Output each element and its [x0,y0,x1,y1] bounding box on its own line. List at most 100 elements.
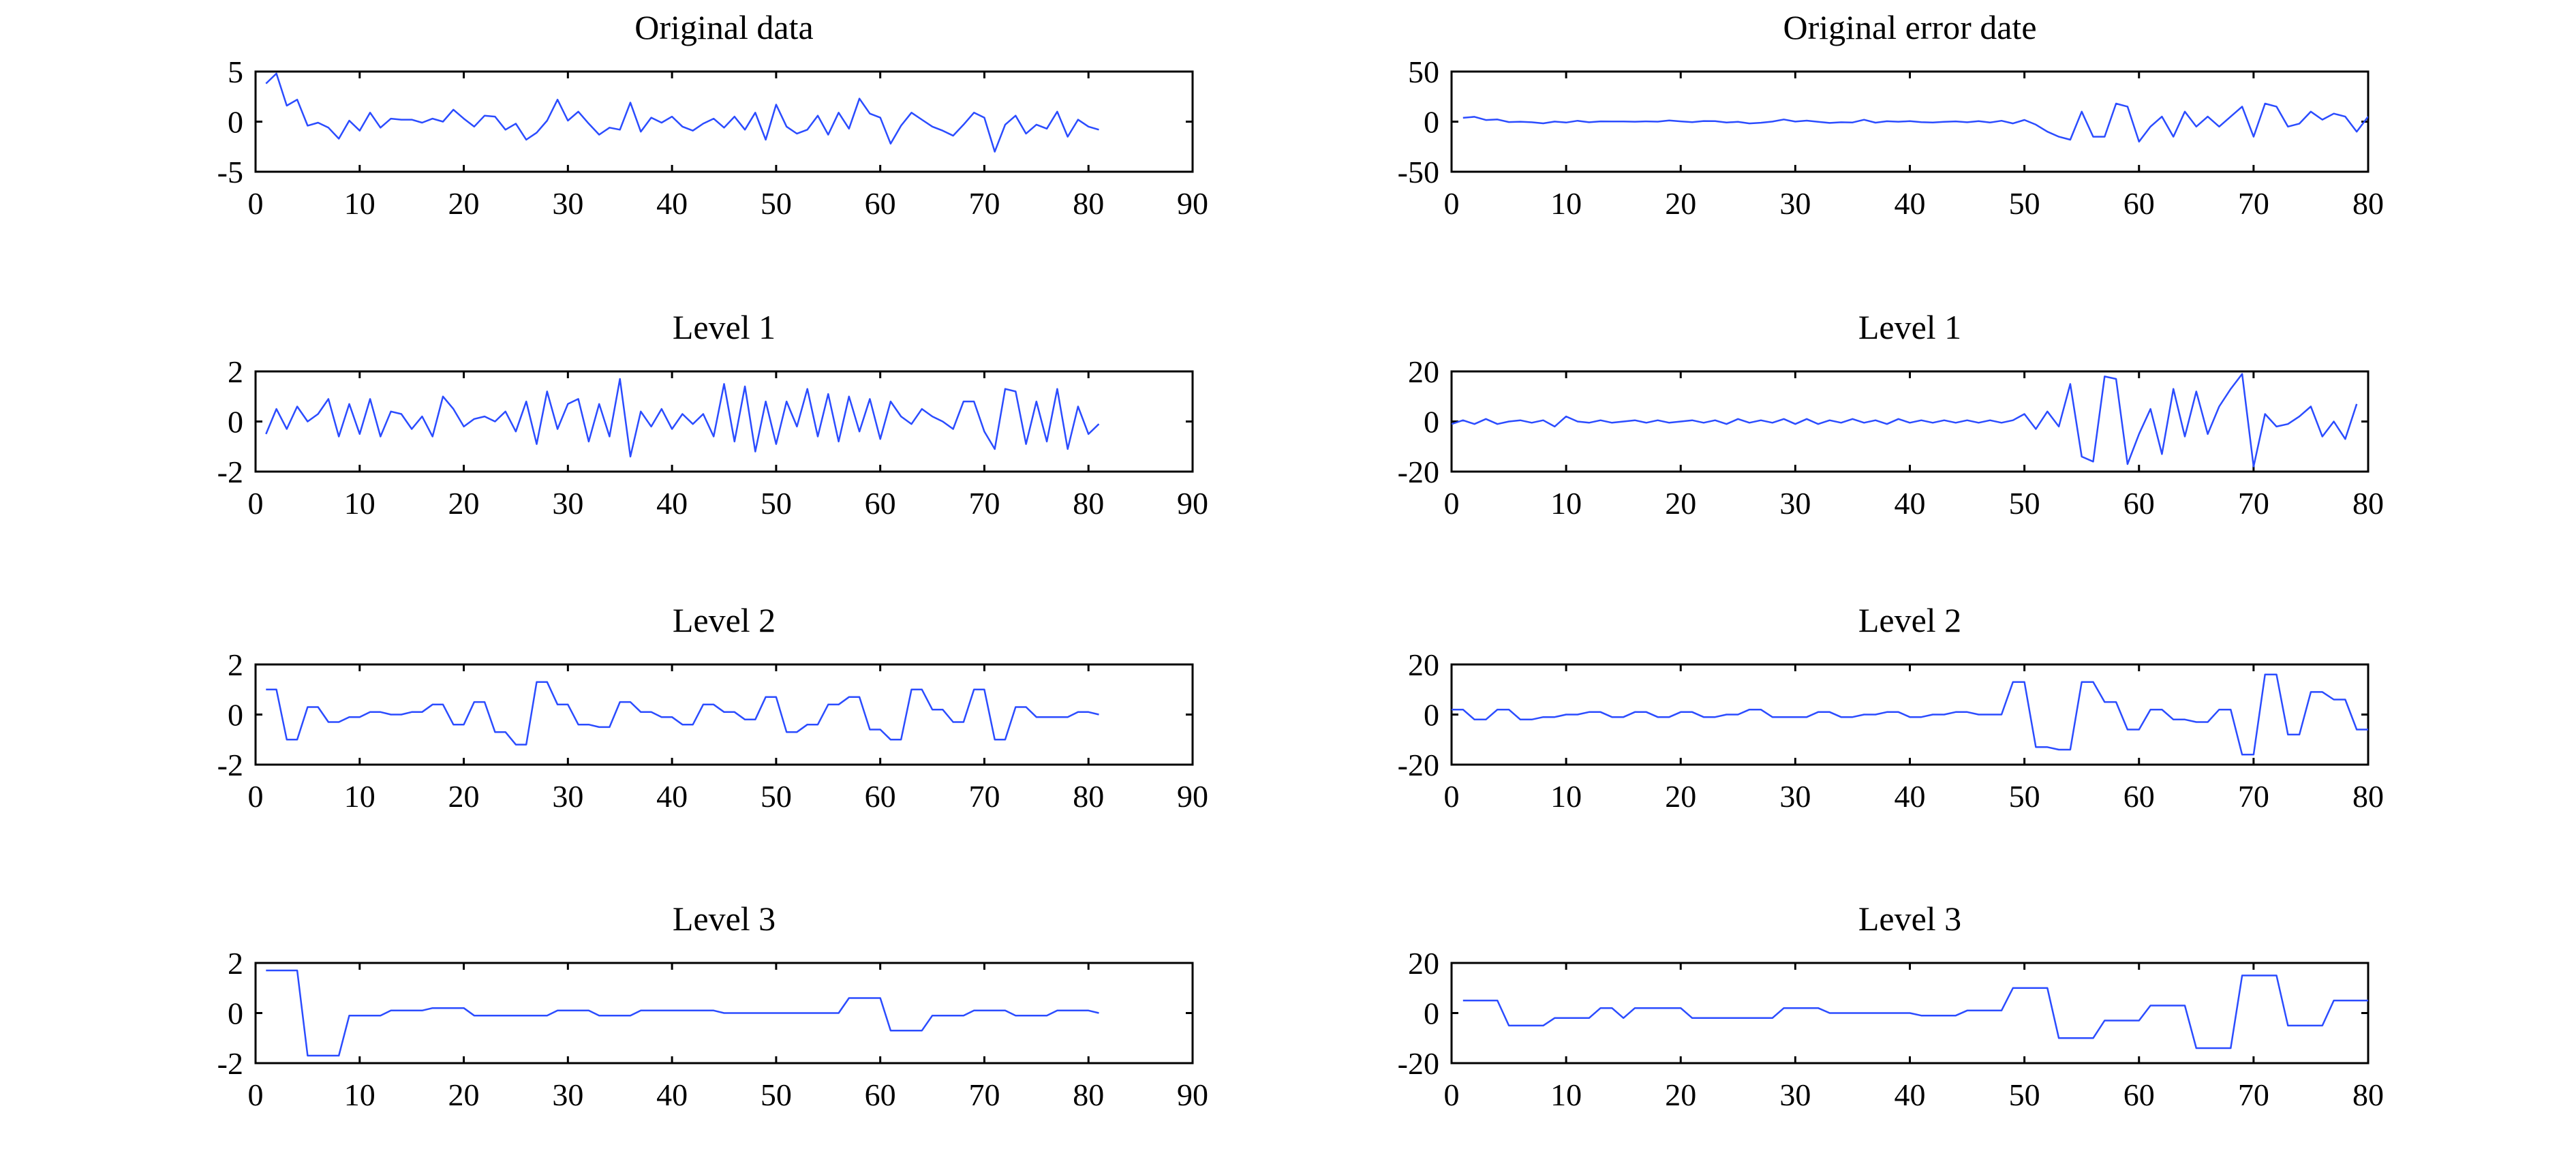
x-tick-label: 90 [1177,486,1208,521]
x-tick-label: 60 [865,1077,896,1112]
y-tick-label: -20 [1398,748,1439,782]
x-tick-label: 30 [1779,1077,1811,1112]
plot-frame [1450,370,2370,473]
x-tick-label: 10 [344,486,375,521]
x-tick-label: 60 [865,186,896,221]
x-tick-label: 30 [552,779,583,814]
x-tick-label: 30 [552,486,583,521]
subplot-7: Level 30 10 20 30 40 50 60 70 80 90-202 [217,900,1208,1112]
x-tick-label: 50 [2009,486,2040,521]
series-line [266,681,1099,746]
x-tick-label: 0 [248,779,264,814]
x-tick-label: 20 [1665,186,1696,221]
subplot-title: Level 1 [673,308,776,346]
x-tick-label: 40 [1895,1077,1926,1112]
x-tick-label: 80 [2352,779,2384,814]
x-tick-label: 80 [2352,1077,2384,1112]
x-tick-label: 50 [2009,779,2040,814]
x-tick-label: 10 [344,779,375,814]
x-tick-label: 30 [1779,779,1811,814]
y-tick-label: 0 [1424,698,1439,733]
series-line [1452,373,2358,468]
x-tick-label: 80 [1073,186,1104,221]
x-tick-label: 40 [1895,779,1926,814]
x-tick-label: 0 [1444,486,1460,521]
y-tick-label: 20 [1408,354,1439,389]
x-tick-label: 0 [248,186,264,221]
x-tick-label: 50 [761,486,792,521]
x-tick-label: 70 [968,779,1000,814]
x-tick-label: 10 [344,1077,375,1112]
series-line [1452,673,2368,756]
subplot-3: Level 10 10 20 30 40 50 60 70 80 90-202 [217,308,1208,521]
x-tick-label: 80 [2352,186,2384,221]
y-tick-label: 2 [228,647,243,682]
x-tick-label: 90 [1177,779,1208,814]
y-tick-label: 0 [1424,996,1439,1031]
subplot-title: Level 1 [1858,308,1961,346]
series-line [1462,102,2368,143]
x-tick-label: 20 [1665,1077,1696,1112]
x-tick-label: 90 [1177,1077,1208,1112]
x-tick-label: 20 [448,1077,480,1112]
x-tick-label: 80 [1073,486,1104,521]
x-tick-label: 70 [968,1077,1000,1112]
x-tick-label: 10 [1550,1077,1582,1112]
x-tick-label: 20 [448,486,480,521]
x-tick-label: 40 [656,186,688,221]
y-tick-label: -5 [217,155,243,189]
y-tick-label: 0 [1424,405,1439,440]
x-tick-label: 10 [1550,779,1582,814]
x-tick-label: 60 [2123,779,2155,814]
series-line [265,378,1100,458]
x-tick-label: 0 [248,1077,264,1112]
x-tick-label: 30 [1779,186,1811,221]
subplot-title: Original data [634,8,813,46]
x-tick-label: 0 [248,486,264,521]
x-tick-label: 90 [1177,186,1208,221]
x-tick-label: 60 [865,779,896,814]
x-tick-label: 70 [2238,1077,2269,1112]
y-tick-label: 0 [228,698,243,733]
x-tick-label: 20 [448,779,480,814]
y-tick-label: 2 [228,354,243,389]
x-tick-label: 20 [1665,486,1696,521]
x-tick-label: 60 [865,486,896,521]
x-tick-label: 80 [1073,1077,1104,1112]
x-tick-label: 70 [968,186,1000,221]
series-line [266,969,1099,1057]
x-tick-label: 70 [2238,779,2269,814]
y-tick-label: -20 [1398,455,1439,489]
y-tick-label: -50 [1398,155,1439,189]
x-tick-label: 40 [656,779,688,814]
x-tick-label: 50 [2009,186,2040,221]
x-tick-label: 30 [1779,486,1811,521]
series-line [1462,975,2368,1050]
x-tick-label: 0 [1444,1077,1460,1112]
x-tick-label: 40 [1895,186,1926,221]
x-tick-label: 10 [1550,186,1582,221]
y-tick-label: -2 [217,748,243,782]
x-tick-label: 30 [552,1077,583,1112]
y-tick-label: -2 [217,455,243,489]
x-tick-label: 0 [1444,779,1460,814]
subplot-title: Level 3 [1858,900,1961,938]
x-tick-label: 50 [761,186,792,221]
y-tick-label: 0 [228,996,243,1031]
x-tick-label: 80 [1073,779,1104,814]
y-tick-label: -20 [1398,1046,1439,1081]
x-tick-label: 70 [2238,486,2269,521]
y-tick-label: -2 [217,1046,243,1081]
x-tick-label: 20 [448,186,480,221]
x-tick-label: 10 [344,186,375,221]
x-tick-label: 80 [2352,486,2384,521]
y-tick-label: 0 [1424,105,1439,140]
x-tick-label: 20 [1665,779,1696,814]
x-tick-label: 50 [2009,1077,2040,1112]
